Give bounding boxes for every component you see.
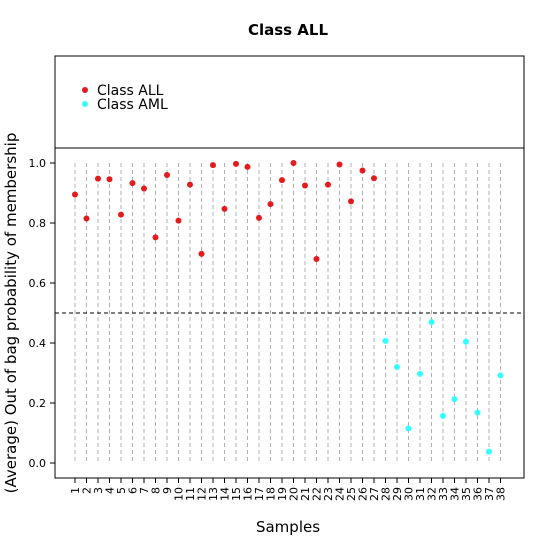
- point-all: [302, 182, 308, 189]
- x-tick-label: 8: [150, 487, 163, 494]
- x-tick-label: 18: [265, 487, 278, 501]
- y-tick-label: 0.6: [29, 277, 47, 290]
- point-aml: [486, 448, 492, 455]
- point-all: [83, 215, 90, 222]
- legend-marker-aml: [82, 101, 88, 107]
- x-tick-label: 32: [426, 487, 439, 501]
- x-tick-label: 17: [253, 487, 266, 501]
- legend-label-all: Class ALL: [97, 83, 164, 99]
- legend-marker-all: [82, 87, 88, 93]
- point-all: [187, 181, 193, 188]
- point-aml: [440, 412, 446, 419]
- x-tick-label: 10: [173, 487, 186, 501]
- x-tick-label: 2: [81, 487, 94, 494]
- x-tick-label: 35: [460, 487, 473, 501]
- point-all: [118, 211, 124, 218]
- point-all: [152, 234, 159, 241]
- point-aml: [417, 370, 423, 377]
- y-tick-label: 0.0: [29, 457, 47, 470]
- x-tick-label: 27: [368, 487, 381, 501]
- x-tick-label: 33: [437, 487, 450, 501]
- point-all: [325, 181, 331, 188]
- x-tick-label: 16: [242, 487, 255, 501]
- x-tick-label: 9: [161, 487, 174, 494]
- y-axis-label: (Average) Out of bag probability of memb…: [2, 133, 20, 494]
- x-tick-label: 30: [403, 487, 416, 501]
- point-all: [267, 201, 274, 208]
- point-aml: [463, 338, 469, 345]
- point-all: [371, 175, 377, 182]
- x-tick-label: 29: [391, 487, 404, 501]
- point-aml: [382, 337, 389, 344]
- y-axis: 0.0 0.2 0.4 0.6 0.8 1.0: [29, 157, 55, 470]
- point-all: [141, 185, 147, 192]
- point-aml: [451, 396, 458, 403]
- point-all: [210, 162, 216, 169]
- x-tick-label: 36: [472, 487, 485, 501]
- x-tick-label: 1: [69, 487, 82, 494]
- x-tick-label: 12: [196, 487, 209, 501]
- x-tick-label: 37: [483, 487, 496, 501]
- point-aml: [428, 319, 435, 325]
- y-tick-label: 1.0: [29, 157, 47, 170]
- x-tick-label: 21: [299, 487, 312, 501]
- chart-title: Class ALL: [248, 21, 329, 39]
- x-tick-label: 25: [345, 487, 358, 501]
- x-tick-label: 7: [138, 487, 151, 494]
- point-aml: [497, 372, 504, 379]
- point-all: [313, 256, 320, 262]
- x-tick-label: 15: [230, 487, 243, 501]
- x-tick-label: 4: [104, 487, 117, 494]
- x-tick-label: 22: [311, 487, 324, 501]
- point-all: [348, 198, 354, 205]
- x-tick-label: 38: [495, 487, 508, 501]
- x-tick-label: 14: [219, 487, 232, 501]
- point-all: [359, 167, 366, 174]
- x-tick-label: 11: [184, 487, 197, 501]
- point-all: [290, 160, 297, 166]
- point-all: [106, 176, 113, 183]
- point-all: [198, 250, 205, 257]
- x-tick-label: 6: [127, 487, 140, 494]
- x-tick-label: 20: [288, 487, 301, 501]
- data-points: [72, 160, 504, 455]
- y-tick-label: 0.2: [29, 397, 47, 410]
- x-tick-label: 34: [449, 487, 462, 501]
- x-axis: 1234567891011121314151617181920212223242…: [69, 478, 508, 501]
- point-all: [175, 217, 182, 224]
- x-tick-label: 3: [92, 487, 105, 494]
- y-tick-label: 0.4: [29, 337, 47, 350]
- x-tick-label: 23: [322, 487, 335, 501]
- x-tick-label: 24: [334, 487, 347, 501]
- point-aml: [394, 364, 400, 370]
- point-aml: [405, 425, 412, 432]
- x-tick-label: 26: [357, 487, 370, 501]
- x-tick-label: 28: [380, 487, 393, 501]
- point-all: [233, 160, 239, 167]
- legend-label-aml: Class AML: [97, 97, 168, 113]
- y-tick-label: 0.8: [29, 217, 47, 230]
- point-all: [129, 180, 136, 187]
- point-all: [221, 205, 228, 212]
- x-axis-label: Samples: [256, 518, 320, 536]
- point-all: [72, 191, 78, 198]
- point-all: [336, 161, 343, 168]
- point-all: [95, 175, 101, 182]
- x-tick-label: 31: [414, 487, 427, 501]
- point-all: [164, 172, 170, 178]
- point-all: [244, 163, 251, 170]
- point-aml: [474, 409, 481, 416]
- x-tick-label: 19: [276, 487, 289, 501]
- x-tick-label: 5: [115, 487, 128, 494]
- point-all: [279, 177, 285, 184]
- point-all: [256, 214, 262, 221]
- x-tick-label: 13: [207, 487, 220, 501]
